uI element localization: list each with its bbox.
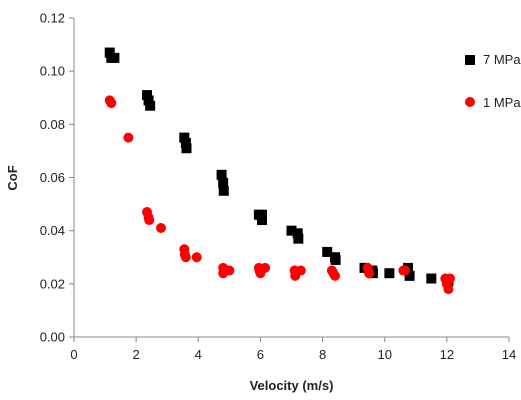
- data-point-square: [384, 268, 395, 279]
- x-tick-label: 8: [319, 347, 326, 362]
- data-point-circle: [260, 262, 271, 273]
- legend-label-7mpa: 7 MPa: [483, 52, 521, 67]
- y-tick-label: 0.04: [40, 223, 65, 238]
- data-point-circle: [364, 268, 375, 279]
- data-point-square: [293, 233, 304, 244]
- data-point-square: [256, 209, 267, 220]
- x-axis-title: Velocity (m/s): [250, 378, 334, 393]
- data-point-square: [404, 270, 415, 281]
- data-point-square: [292, 228, 303, 239]
- data-point-square: [145, 100, 156, 111]
- legend-marker-1mpa: [465, 97, 475, 107]
- x-tick-label: 10: [377, 347, 391, 362]
- data-point-circle: [144, 215, 155, 226]
- y-tick-label: 0.00: [40, 330, 65, 345]
- x-tick-label: 14: [502, 347, 516, 362]
- data-point-circle: [156, 223, 166, 234]
- data-point-square: [104, 47, 115, 58]
- x-tick-label: 4: [195, 347, 202, 362]
- data-point-square: [179, 132, 190, 143]
- data-point-square: [143, 95, 154, 106]
- data-point-square: [109, 52, 120, 63]
- data-point-square: [330, 254, 341, 265]
- data-series: [104, 47, 455, 295]
- y-tick-label: 0.02: [40, 276, 65, 291]
- data-point-square: [216, 169, 227, 180]
- data-point-circle: [224, 265, 235, 276]
- data-point-circle: [399, 265, 410, 276]
- data-point-circle: [191, 252, 202, 263]
- y-tick-label: 0.06: [40, 170, 65, 185]
- data-point-square: [218, 177, 229, 188]
- x-tick-label: 0: [70, 347, 77, 362]
- y-tick-label: 0.08: [40, 117, 65, 132]
- data-point-square: [142, 90, 153, 101]
- data-point-square: [180, 137, 191, 148]
- data-point-circle: [123, 132, 134, 143]
- data-point-circle: [180, 252, 191, 263]
- axis-ticks: 0.00 0.02 0.04 0.06 0.08 0.10 0.12 0 2 4 6 8 10 12 14: [40, 11, 517, 363]
- y-tick-label: 0.10: [40, 64, 65, 79]
- legend-marker-7mpa: [465, 55, 475, 65]
- data-point-square: [181, 143, 192, 154]
- y-tick-label: 0.12: [40, 11, 65, 26]
- data-point-square: [322, 246, 333, 257]
- data-point-circle: [295, 265, 306, 276]
- y-axis-title: CoF: [5, 165, 20, 190]
- plot-area: 0.00 0.02 0.04 0.06 0.08 0.10 0.12 0 2 4 6 8 10 12 14: [40, 11, 517, 363]
- legend-label-1mpa: 1 MPa: [483, 95, 521, 110]
- data-point-circle: [444, 273, 455, 284]
- data-point-circle: [106, 98, 117, 109]
- data-point-square: [256, 215, 267, 226]
- data-point-square: [286, 225, 297, 236]
- x-tick-label: 6: [257, 347, 264, 362]
- x-tick-label: 2: [133, 347, 140, 362]
- data-point-circle: [330, 270, 340, 281]
- x-tick-label: 12: [440, 347, 454, 362]
- data-point-circle: [443, 284, 454, 295]
- legend: 7 MPa 1 MPa: [465, 52, 521, 110]
- data-point-square: [218, 185, 229, 196]
- series-1-mpa: [104, 95, 455, 295]
- data-point-square: [426, 273, 437, 284]
- series-7-mpa: [104, 47, 454, 287]
